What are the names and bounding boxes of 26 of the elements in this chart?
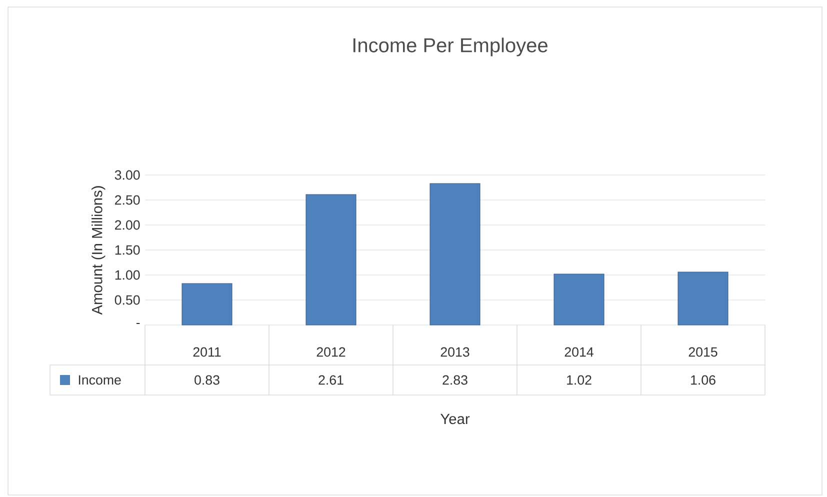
y-axis-title: Amount (In Millions) xyxy=(92,186,106,315)
data-label: 1.02 xyxy=(567,375,592,385)
y-tick-label: 2.00 xyxy=(115,220,140,230)
y-tick-label: 3.00 xyxy=(114,170,140,180)
bar xyxy=(182,283,232,326)
y-tick-label: 1.00 xyxy=(115,270,140,280)
data-label: 2.83 xyxy=(442,375,468,385)
x-axis-title: Year xyxy=(440,414,470,424)
y-tick-label: 0.50 xyxy=(114,295,140,305)
y-tick-label: - xyxy=(136,322,140,324)
x-tick-label: 2013 xyxy=(440,347,470,357)
data-label: 2.61 xyxy=(318,375,344,385)
bar xyxy=(430,183,480,326)
bar xyxy=(678,272,728,326)
x-tick-label: 2012 xyxy=(316,347,346,357)
x-tick-label: 2015 xyxy=(688,347,718,357)
data-label: 1.06 xyxy=(691,375,716,385)
legend-label: Income xyxy=(78,375,121,385)
data-label: 0.83 xyxy=(194,375,220,385)
x-tick-label: 2011 xyxy=(193,347,221,357)
y-tick-label: 1.50 xyxy=(115,245,140,255)
chart-title: Income Per Employee xyxy=(353,38,548,56)
x-tick-label: 2014 xyxy=(564,347,594,357)
y-tick-label: 2.50 xyxy=(115,195,140,205)
bar xyxy=(306,194,356,326)
bar xyxy=(554,274,604,326)
